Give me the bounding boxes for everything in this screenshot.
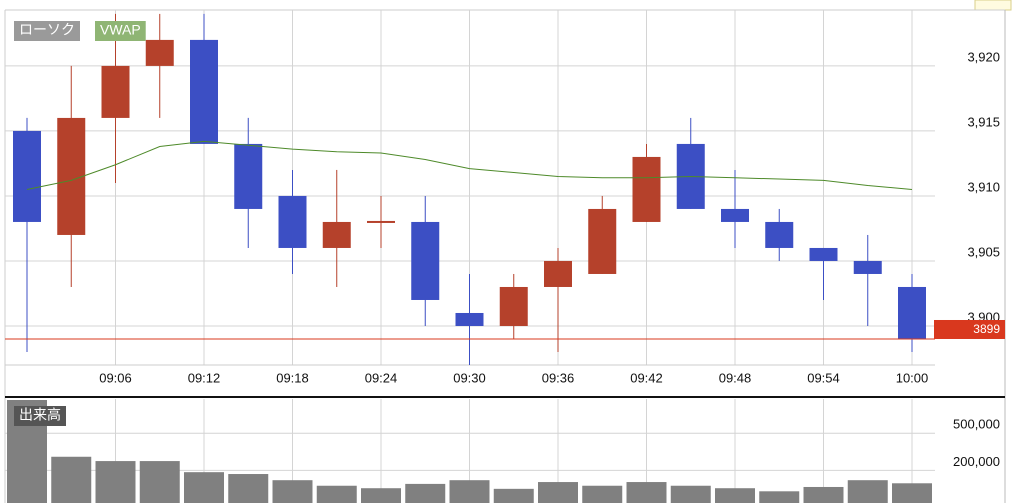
volume-bar [803, 486, 844, 503]
legend-label: ローソク [19, 22, 75, 38]
volume-bar [316, 485, 357, 503]
volume-bar [449, 480, 490, 503]
volume-bar [228, 474, 269, 503]
volume-bar [538, 482, 578, 503]
candle-body [632, 156, 661, 222]
volume-bar [582, 485, 623, 503]
x-tick-label: 09:48 [719, 370, 752, 385]
candle-body [13, 130, 41, 222]
volume-bar [493, 488, 534, 503]
candle-body [278, 195, 307, 248]
legend-label: 出来高 [19, 407, 61, 423]
y-tick-label: 3,920 [967, 49, 1000, 64]
x-tick-label: 09:30 [453, 370, 486, 385]
volume-bar [95, 461, 136, 503]
x-tick-label: 09:54 [807, 370, 840, 385]
last-price-tag [934, 319, 1005, 339]
vwap-line [26, 140, 913, 190]
candle-body [898, 286, 926, 339]
candle-body [544, 260, 572, 287]
volume-bar [626, 482, 667, 503]
marks [5, 13, 935, 503]
volume-bar [892, 483, 932, 503]
volume-bar [405, 483, 446, 503]
candle-body [234, 143, 263, 209]
volume-bar [272, 480, 313, 503]
candle-body [765, 221, 794, 248]
y-tick-label: 500,000 [953, 417, 1000, 432]
candle-body [322, 221, 351, 248]
candle-body [190, 39, 218, 144]
volume-bar [51, 456, 92, 503]
volume-bar [184, 472, 224, 503]
y-tick-label: 3,905 [967, 244, 1000, 259]
candle-body [57, 117, 86, 235]
volume-bar [759, 491, 800, 503]
volume-bar [847, 480, 888, 503]
candle-body [145, 39, 174, 66]
legend-label: VWAP [100, 22, 141, 38]
candle-body [411, 221, 440, 300]
last-price-label: 3899 [973, 322, 1000, 336]
x-tick-label: 09:06 [99, 370, 132, 385]
y-tick-label: 3,910 [967, 179, 1000, 194]
candle-body [101, 65, 130, 118]
y-tick-label: 3,915 [967, 114, 1000, 129]
candle-body [721, 208, 749, 222]
x-tick-label: 09:18 [276, 370, 309, 385]
y-tick-label: 200,000 [953, 454, 1000, 469]
x-tick-label: 10:00 [896, 370, 929, 385]
candle-body [367, 220, 395, 223]
x-tick-label: 09:12 [188, 370, 221, 385]
x-tick-label: 09:42 [630, 370, 663, 385]
volume-bar [139, 461, 180, 503]
candle-body [853, 260, 882, 274]
candle-body [588, 208, 617, 274]
x-tick-label: 09:36 [542, 370, 575, 385]
legend-badge [14, 406, 66, 426]
legend-badge [14, 21, 80, 41]
volume-bar [670, 485, 711, 503]
volume-bar [715, 488, 755, 503]
x-tick-label: 09:24 [365, 370, 398, 385]
candle-body [809, 247, 838, 261]
candle-body [499, 286, 528, 326]
corner-box [974, 0, 1012, 11]
candle-body [455, 312, 484, 326]
volume-bar [361, 488, 401, 503]
legend-badge [95, 21, 146, 41]
